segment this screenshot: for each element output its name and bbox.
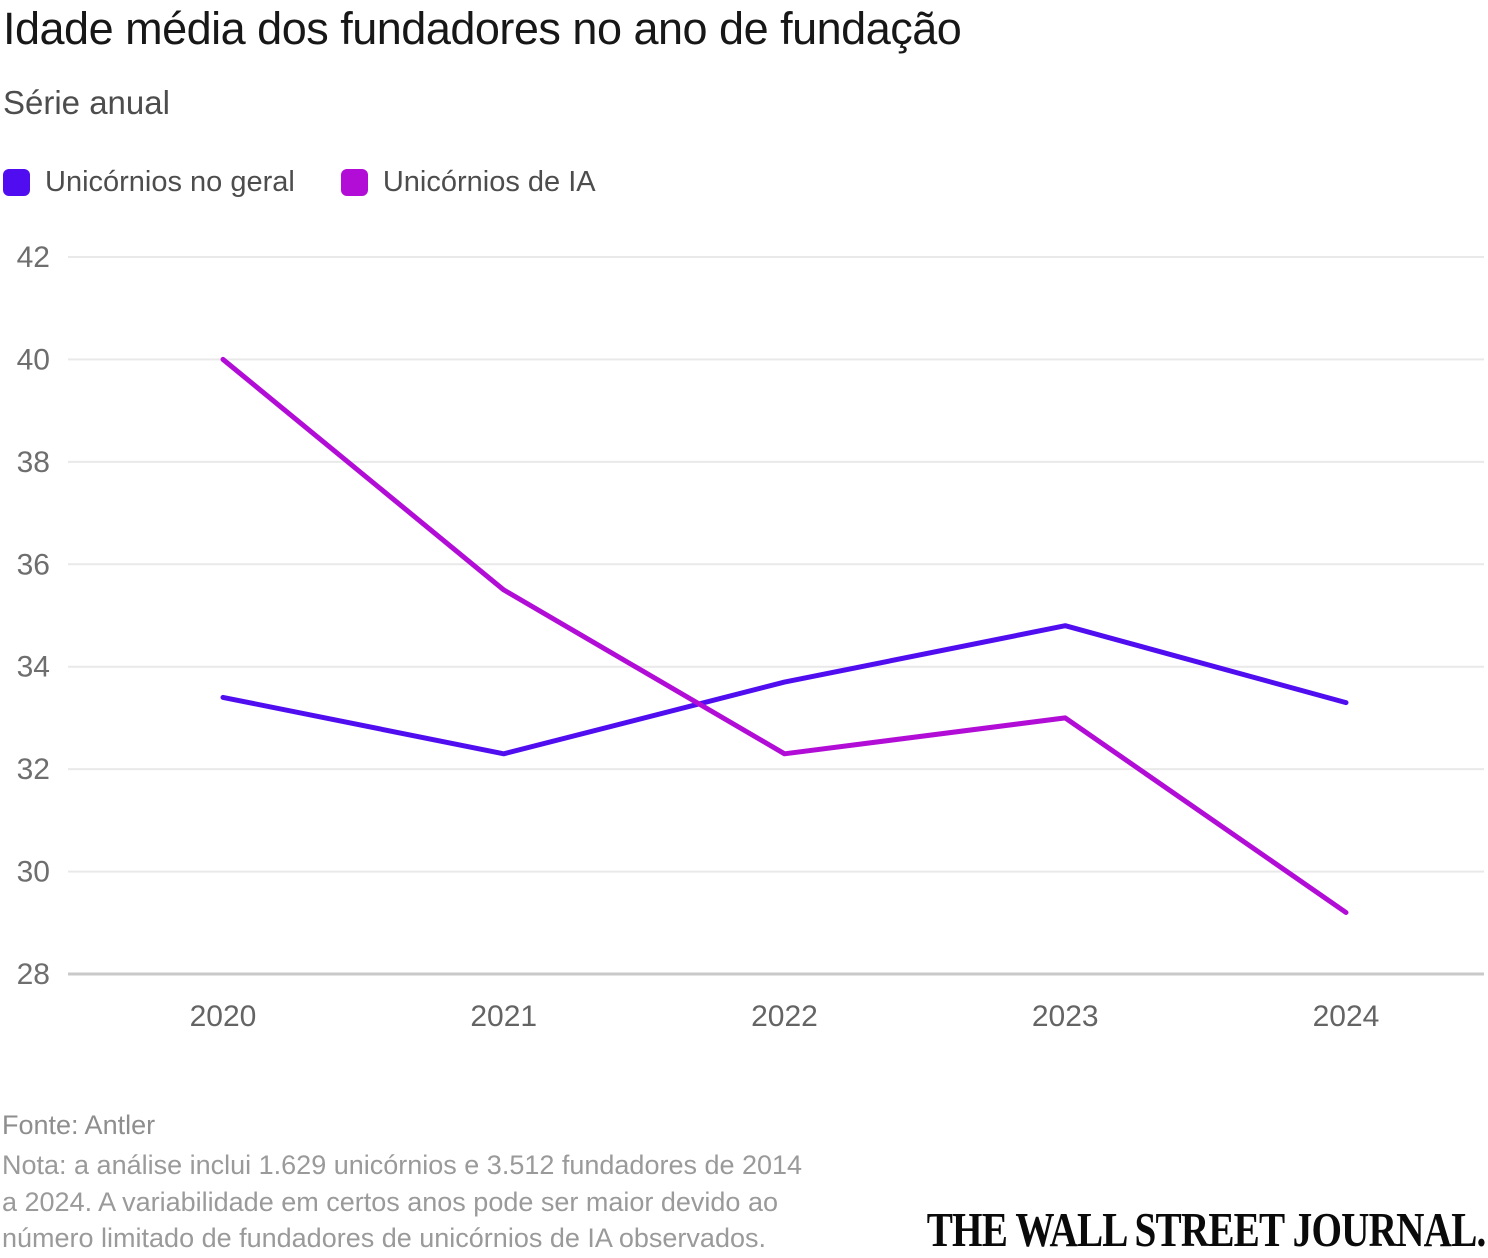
chart-subtitle: Série anual bbox=[3, 84, 170, 121]
y-tick-label: 32 bbox=[17, 753, 50, 786]
legend-swatch-blue bbox=[3, 169, 30, 196]
chart-footer: Fonte: Antler Nota: a análise inclui 1.6… bbox=[2, 1110, 802, 1257]
legend-item-unicornios-no-geral: Unicórnios no geral bbox=[3, 166, 295, 199]
x-tick-label: 2021 bbox=[470, 1000, 537, 1033]
series-line-unic-rnios-de-ia bbox=[220, 356, 1349, 915]
x-tick-label: 2022 bbox=[751, 1000, 818, 1033]
y-tick-label: 42 bbox=[17, 241, 50, 274]
chart-title: Idade média dos fundadores no ano de fun… bbox=[3, 3, 962, 54]
source-text: Fonte: Antler bbox=[2, 1110, 156, 1140]
y-tick-label: 38 bbox=[17, 446, 50, 479]
chart-legend: Unicórnios no geral Unicórnios de IA bbox=[3, 166, 596, 199]
legend-label: Unicórnios de IA bbox=[382, 166, 596, 198]
wsj-logo: THE WALL STREET JOURNAL. bbox=[927, 1202, 1487, 1257]
x-tick-label: 2023 bbox=[1032, 1000, 1099, 1033]
y-tick-label: 40 bbox=[17, 343, 50, 376]
line-chart: 28 30 32 34 36 38 40 42 2020 2021 2022 2023 2024 bbox=[17, 241, 1484, 1033]
note-text: Nota: a análise inclui 1.629 unicórnios … bbox=[2, 1150, 803, 1254]
x-tick-label: 2024 bbox=[1313, 1000, 1380, 1033]
legend-item-unicornios-de-ia: Unicórnios de IA bbox=[340, 166, 596, 199]
y-tick-label: 34 bbox=[17, 651, 50, 684]
legend-swatch-magenta bbox=[340, 169, 368, 196]
y-tick-label: 30 bbox=[17, 856, 50, 889]
legend-label: Unicórnios no geral bbox=[45, 166, 295, 198]
series-line-unic-rnios-no-geral bbox=[220, 623, 1349, 757]
y-tick-label: 28 bbox=[17, 958, 50, 991]
x-tick-label: 2020 bbox=[190, 1000, 257, 1033]
y-tick-label: 36 bbox=[17, 548, 50, 581]
